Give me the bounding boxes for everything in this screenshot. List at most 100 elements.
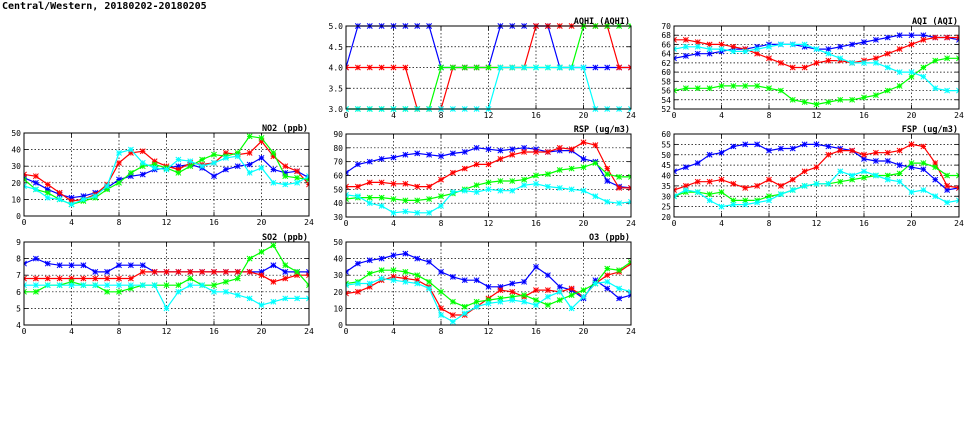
data-point bbox=[754, 141, 761, 148]
y-tick-label: 54 bbox=[661, 96, 671, 105]
data-point bbox=[682, 53, 689, 59]
data-point bbox=[884, 158, 891, 164]
data-point bbox=[544, 149, 551, 155]
data-point bbox=[580, 139, 587, 146]
data-point bbox=[438, 153, 444, 160]
data-point bbox=[556, 147, 563, 154]
data-point bbox=[718, 189, 725, 196]
y-tick-label: 60 bbox=[661, 68, 671, 77]
x-tick-label: 8 bbox=[117, 327, 122, 336]
y-tick-label: 90 bbox=[333, 130, 343, 139]
data-point bbox=[718, 82, 725, 89]
data-point bbox=[246, 295, 253, 302]
data-point bbox=[777, 87, 784, 94]
data-point bbox=[426, 278, 433, 285]
data-point bbox=[694, 178, 701, 185]
data-point bbox=[742, 141, 749, 148]
data-point bbox=[521, 176, 528, 183]
y-tick-label: 30 bbox=[11, 162, 21, 171]
data-point bbox=[473, 144, 480, 151]
data-point bbox=[908, 164, 915, 171]
data-point bbox=[556, 283, 563, 290]
data-point bbox=[766, 85, 772, 92]
data-point bbox=[825, 57, 832, 64]
data-point bbox=[485, 179, 492, 186]
data-point bbox=[378, 267, 385, 274]
x-tick-label: 20 bbox=[579, 327, 589, 336]
data-point bbox=[682, 182, 689, 189]
x-tick-label: 8 bbox=[439, 219, 444, 228]
data-point bbox=[402, 208, 409, 215]
data-point bbox=[485, 300, 492, 307]
data-point bbox=[414, 255, 421, 262]
data-point bbox=[473, 182, 480, 189]
data-point bbox=[163, 268, 170, 275]
y-tick-label: 4.5 bbox=[329, 43, 344, 52]
data-point bbox=[199, 156, 206, 163]
data-point bbox=[163, 166, 170, 173]
data-point bbox=[694, 43, 701, 50]
data-point bbox=[234, 149, 241, 156]
data-point bbox=[742, 82, 749, 89]
data-point bbox=[533, 180, 539, 187]
data-point bbox=[32, 288, 39, 295]
data-point bbox=[390, 209, 397, 216]
data-point bbox=[509, 288, 516, 295]
data-point bbox=[920, 160, 927, 167]
data-point bbox=[742, 184, 749, 191]
data-point bbox=[920, 32, 927, 39]
y-tick-label: 45 bbox=[661, 161, 671, 170]
y-tick-label: 80 bbox=[333, 144, 343, 153]
data-point bbox=[533, 263, 539, 270]
data-point bbox=[932, 85, 939, 92]
data-point bbox=[604, 198, 611, 205]
x-tick-label: 12 bbox=[812, 111, 822, 120]
data-point bbox=[211, 151, 217, 158]
data-point bbox=[426, 151, 433, 158]
data-point bbox=[127, 282, 134, 289]
data-point bbox=[438, 193, 444, 200]
series-no2-4 bbox=[24, 146, 309, 208]
data-point bbox=[116, 288, 122, 295]
data-point bbox=[44, 260, 51, 267]
data-point bbox=[568, 165, 575, 172]
data-point bbox=[414, 183, 421, 190]
data-point bbox=[151, 282, 158, 289]
data-point bbox=[187, 275, 194, 282]
data-point bbox=[544, 171, 551, 178]
data-point bbox=[175, 282, 182, 289]
data-point bbox=[426, 183, 433, 190]
data-point bbox=[766, 43, 772, 50]
data-point bbox=[908, 41, 915, 48]
data-point bbox=[116, 282, 122, 289]
data-point bbox=[222, 166, 229, 173]
data-point bbox=[258, 138, 265, 145]
x-tick-label: 16 bbox=[859, 219, 869, 228]
data-point bbox=[544, 64, 551, 71]
data-point bbox=[682, 164, 689, 171]
data-point bbox=[813, 164, 820, 171]
x-tick-label: 12 bbox=[484, 327, 494, 336]
y-tick-label: 0 bbox=[16, 212, 21, 221]
data-point bbox=[849, 176, 856, 183]
data-point bbox=[354, 280, 361, 287]
x-tick-label: 20 bbox=[579, 111, 589, 120]
data-point bbox=[473, 277, 480, 284]
data-point bbox=[234, 153, 241, 160]
data-point bbox=[163, 305, 170, 312]
data-point bbox=[378, 202, 385, 209]
y-tick-label: 50 bbox=[333, 238, 343, 247]
chart-no2: 0 4 8 12 16 20 24 0 10 20 30 40 50 NO2 (ppb) bbox=[11, 124, 314, 227]
data-point bbox=[944, 34, 951, 41]
data-point bbox=[872, 92, 879, 99]
data-point bbox=[730, 201, 737, 208]
data-point bbox=[872, 55, 879, 62]
data-point bbox=[730, 143, 737, 150]
data-point bbox=[68, 275, 75, 282]
data-point bbox=[449, 318, 456, 325]
chart-title: O3 (ppb) bbox=[589, 233, 630, 243]
data-point bbox=[390, 273, 397, 280]
data-point bbox=[896, 46, 903, 53]
data-point bbox=[116, 275, 122, 282]
x-tick-label: 4 bbox=[391, 111, 396, 120]
